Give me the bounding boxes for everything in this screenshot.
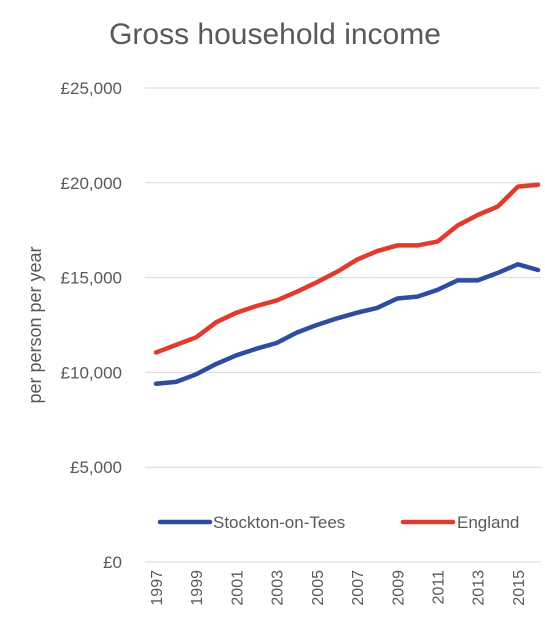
legend-label-0: Stockton-on-Tees <box>213 513 345 532</box>
x-tick-label: 1999 <box>189 570 206 606</box>
y-axis-label: per person per year <box>25 246 45 403</box>
x-tick-label: 2007 <box>350 570 367 606</box>
gridlines <box>145 87 541 563</box>
x-tick-label: 2001 <box>229 570 246 606</box>
chart-title: Gross household income <box>109 18 441 51</box>
y-tick-label: £0 <box>103 553 122 572</box>
x-tick-label: 2003 <box>270 570 287 606</box>
x-axis-ticks: 1997 1999 2001 2003 2005 2007 2009 2011 2013 2015 <box>149 570 528 606</box>
y-axis-ticks: £0 £5,000 £10,000 £15,000 £20,000 £25,000 <box>61 79 122 572</box>
x-tick-label: 2009 <box>390 570 407 606</box>
y-tick-label: £15,000 <box>61 269 122 288</box>
legend: Stockton-on-Tees England <box>157 513 519 532</box>
x-tick-label: 2013 <box>471 570 488 606</box>
y-tick-label: £25,000 <box>61 79 122 98</box>
x-tick-label: 2011 <box>430 570 447 605</box>
series-lines <box>153 182 541 387</box>
y-tick-label: £20,000 <box>61 174 122 193</box>
x-tick-label: 2015 <box>511 570 528 606</box>
x-tick-label: 2005 <box>310 570 327 606</box>
y-tick-label: £5,000 <box>70 458 122 477</box>
y-tick-label: £10,000 <box>61 363 122 382</box>
legend-label-1: England <box>457 513 519 532</box>
x-tick-label: 1997 <box>149 570 166 606</box>
series-line-stockton-on-tees <box>153 262 541 387</box>
series-line-england <box>153 182 541 355</box>
